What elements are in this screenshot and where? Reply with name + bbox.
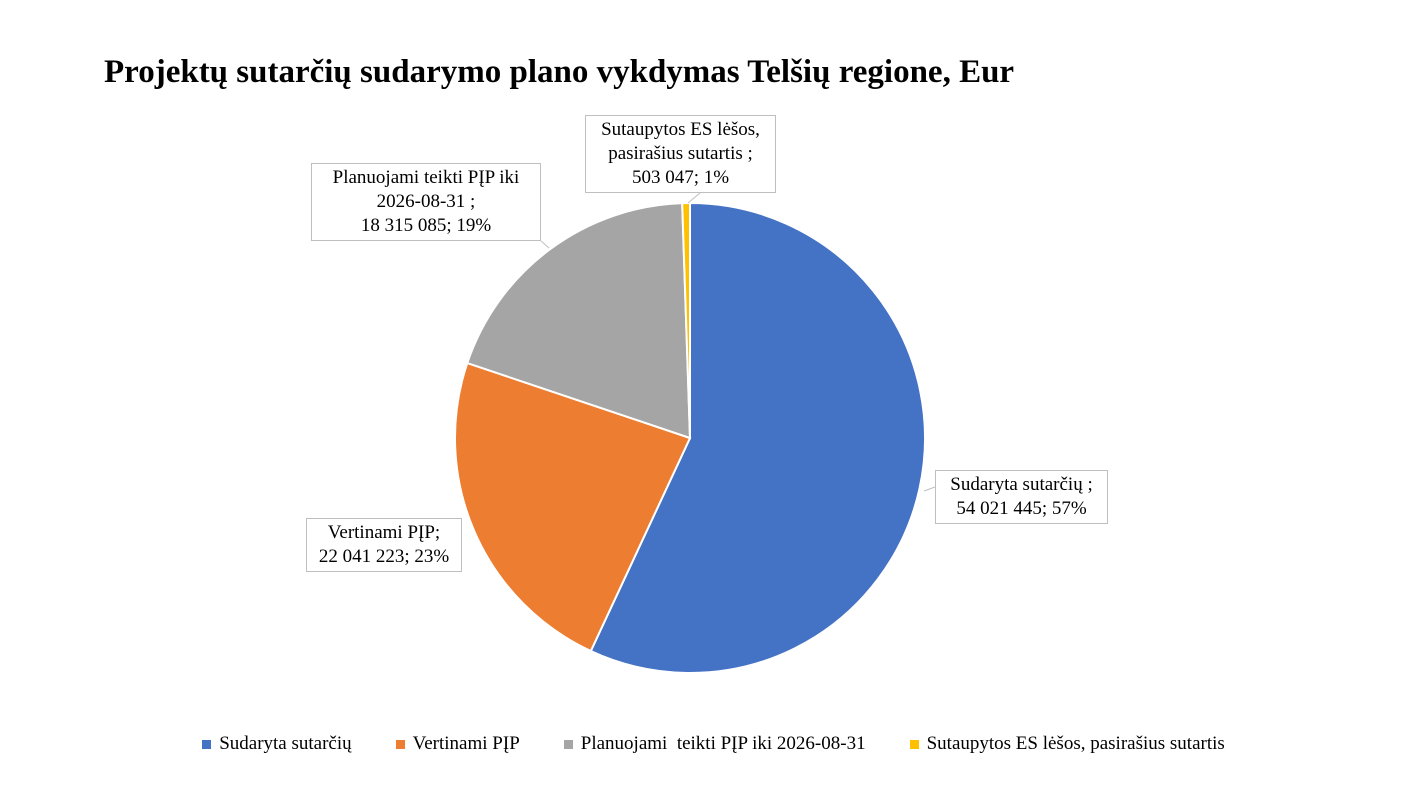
leader-line [687, 192, 701, 204]
data-label: Planuojami teikti PĮP iki 2026-08-31 ; 1… [311, 163, 541, 241]
pie-slice [681, 201, 691, 439]
pie-slice [454, 361, 692, 653]
legend-marker [202, 739, 212, 749]
legend-marker [563, 739, 573, 749]
legend-label: Sudaryta sutarčių [219, 733, 352, 754]
legend-label: Sutaupytos ES lėšos, pasirašius sutartis [926, 733, 1225, 754]
legend-item: Sudaryta sutarčių [202, 733, 352, 755]
pie-slice [589, 201, 926, 674]
chart-title: Projektų sutarčių sudarymo plano vykdyma… [104, 54, 1015, 90]
legend-item: Planuojami teikti PĮP iki 2026-08-31 [563, 733, 866, 755]
legend-marker [909, 739, 919, 749]
data-label: Vertinami PĮP; 22 041 223; 23% [306, 518, 462, 572]
legend-marker [395, 739, 405, 749]
legend-label: Vertinami PĮP [412, 733, 520, 754]
legend-label: Planuojami teikti PĮP iki 2026-08-31 [580, 733, 866, 754]
legend-item: Vertinami PĮP [395, 733, 520, 755]
legend: Sudaryta sutarčių Vertinami PĮP Planuojami… [0, 733, 1427, 755]
leader-line [540, 240, 550, 249]
legend-item: Sutaupytos ES lėšos, pasirašius sutartis [909, 733, 1225, 755]
data-label: Sutaupytos ES lėšos, pasirašius sutartis… [585, 115, 776, 193]
data-label: Sudaryta sutarčių ; 54 021 445; 57% [935, 470, 1108, 524]
leader-line [923, 486, 936, 492]
pie-slice [466, 202, 692, 440]
